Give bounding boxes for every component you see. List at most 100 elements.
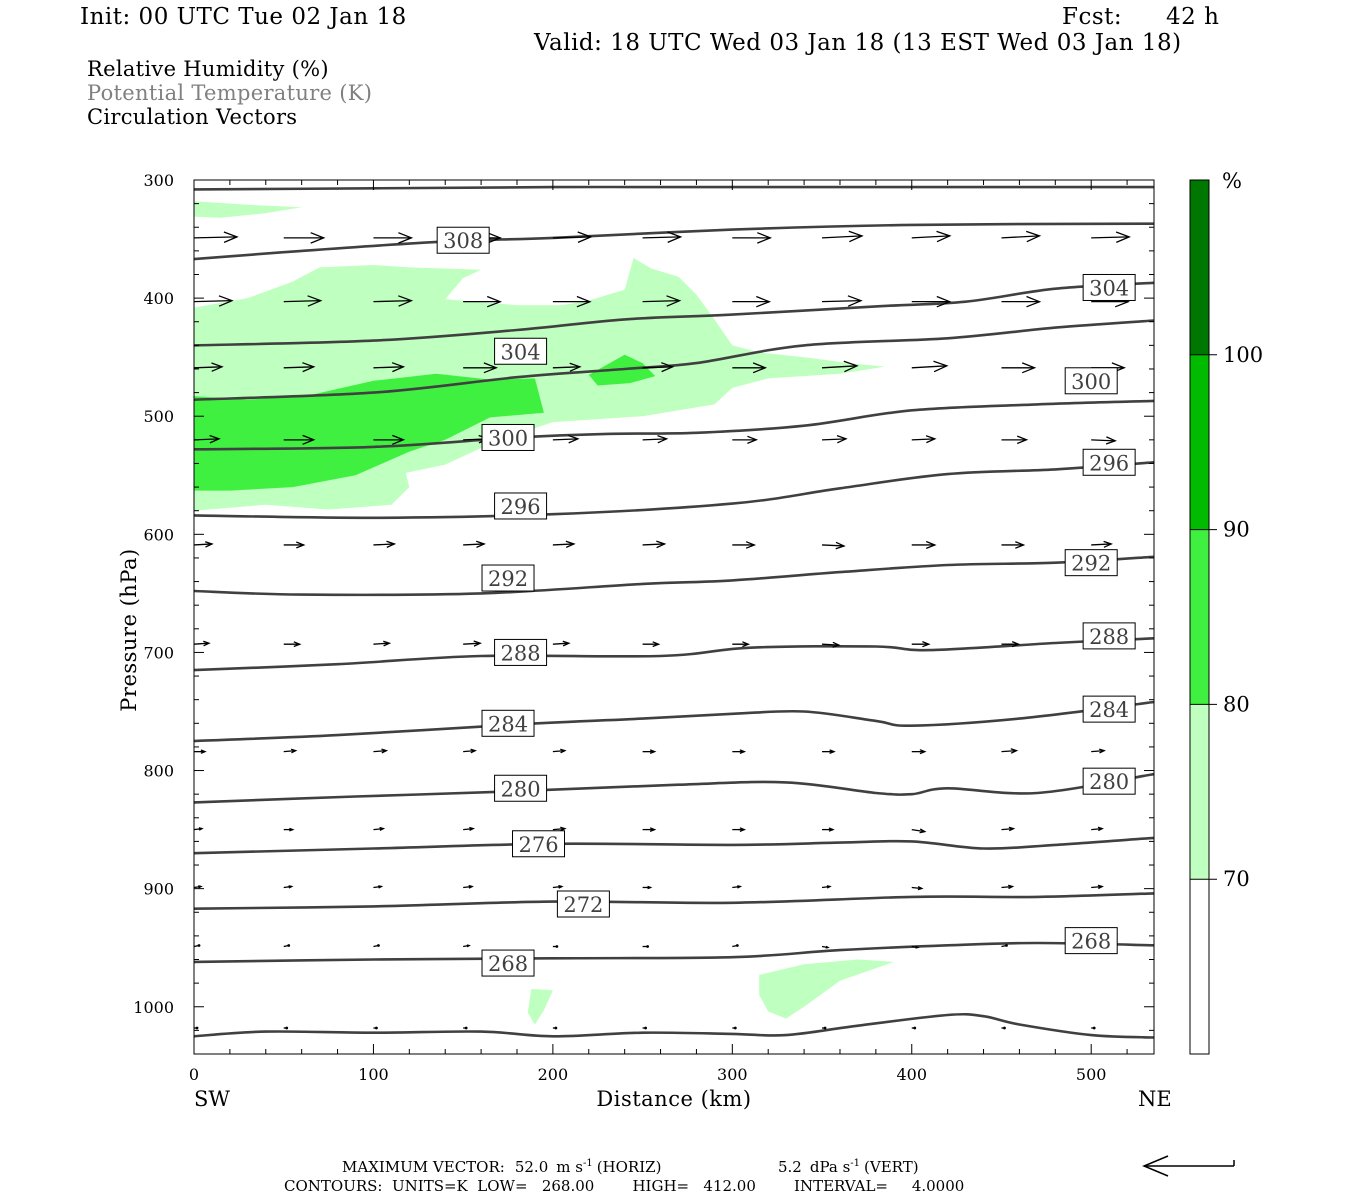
circulation-vector (373, 540, 397, 548)
svg-text:296: 296 (501, 495, 541, 519)
contour-label-288: 288 (494, 638, 548, 666)
circulation-vector (642, 434, 669, 444)
svg-text:300: 300 (1071, 370, 1111, 394)
contour-label-268: 268 (481, 949, 535, 977)
circulation-vector (463, 1026, 468, 1030)
isentrope-308 (193, 222, 1155, 261)
plot-frame (193, 179, 1155, 1055)
circulation-vector (552, 640, 571, 647)
y-tick-label: 300 (143, 171, 174, 190)
circulation-vector (1091, 826, 1104, 832)
isentrope-284 (193, 637, 1155, 672)
y-tick-label: 700 (143, 643, 174, 662)
contour-label-284: 284 (1082, 695, 1136, 723)
circulation-vector (821, 945, 830, 949)
svg-text:300: 300 (488, 426, 528, 450)
svg-text:292: 292 (1071, 552, 1111, 576)
circulation-vector (1091, 231, 1131, 243)
svg-text:272: 272 (563, 893, 603, 917)
circulation-vectors (193, 230, 1131, 1030)
contour-label-300: 300 (1064, 367, 1118, 395)
circulation-vector (463, 362, 498, 374)
forecast-label: Fcst: (1062, 4, 1123, 30)
circulation-vector (642, 945, 649, 948)
x-axis-title: Distance (km) (596, 1087, 751, 1111)
circulation-vector (1001, 541, 1026, 549)
circulation-vector (373, 748, 389, 754)
circulation-vector (1001, 826, 1016, 832)
circulation-vector (1091, 540, 1113, 548)
circulation-vector (552, 540, 576, 548)
circulation-vector (283, 362, 316, 373)
circulation-vector (463, 944, 471, 948)
circulation-vector (463, 748, 477, 754)
x-tick-label: 500 (1076, 1065, 1107, 1084)
isentrope-contours (193, 185, 1155, 1039)
rh-region-70-80-2 (527, 989, 553, 1025)
y-tick-label: 800 (143, 762, 174, 781)
circulation-vector (732, 827, 747, 833)
circulation-vector (911, 945, 920, 949)
circulation-vector (1001, 230, 1042, 243)
y-tick-label: 600 (143, 525, 174, 544)
endpoint-ne: NE (1138, 1087, 1172, 1111)
svg-text:292: 292 (488, 567, 528, 591)
circulation-vector (642, 641, 661, 648)
svg-text:284: 284 (488, 712, 528, 736)
rh-region-70-80-0 (194, 201, 302, 218)
circulation-vector (463, 540, 486, 548)
circulation-vector (373, 434, 406, 445)
circulation-vector (642, 827, 657, 833)
svg-text:284: 284 (1089, 698, 1129, 722)
contour-label-296: 296 (1082, 448, 1136, 476)
circulation-vector (1001, 748, 1019, 754)
svg-text:308: 308 (443, 229, 483, 253)
circulation-vector (1001, 295, 1042, 308)
svg-text:304: 304 (501, 340, 541, 364)
isentrope-312 (193, 185, 1154, 191)
circulation-vector (642, 362, 675, 373)
circulation-vector (552, 295, 592, 308)
x-tick-label: 0 (189, 1065, 199, 1084)
circulation-vector (283, 232, 326, 244)
circulation-vector (642, 295, 682, 307)
x-tick-label: 300 (717, 1065, 748, 1084)
circulation-vector (373, 885, 384, 889)
circulation-vector (373, 944, 380, 948)
circulation-vector (283, 541, 306, 549)
forecast-hour: 42 h (1166, 4, 1220, 30)
circulation-vector (642, 749, 657, 755)
x-tick-label: 400 (896, 1065, 927, 1084)
circulation-vector (1001, 884, 1015, 890)
svg-text:288: 288 (1089, 625, 1129, 649)
contour-label-268: 268 (1064, 927, 1118, 955)
x-tick-label: 200 (538, 1065, 569, 1084)
circulation-vector (283, 434, 316, 445)
circulation-vector (911, 435, 937, 444)
isentrope-300 (193, 319, 1155, 401)
svg-text:268: 268 (488, 952, 528, 976)
svg-text:280: 280 (1089, 770, 1129, 794)
circulation-vector (552, 748, 567, 754)
circulation-vector (911, 1026, 917, 1030)
isentrope-276 (193, 772, 1155, 804)
isentrope-264 (193, 941, 1155, 964)
circulation-vector (732, 1026, 737, 1030)
y-axis-title: Pressure (hPa) (117, 548, 141, 711)
svg-text:280: 280 (501, 777, 541, 801)
colorbar-frame (1189, 179, 1210, 1055)
valid-time: Valid: 18 UTC Wed 03 Jan 18 (13 EST Wed … (534, 30, 1182, 56)
contour-label-308: 308 (436, 226, 490, 254)
contour-label-272: 272 (556, 890, 610, 918)
circulation-vector (732, 435, 759, 445)
circulation-vector (732, 641, 751, 648)
colorbar-band (1190, 354, 1209, 530)
legend-vectors: Circulation Vectors (87, 105, 298, 129)
circulation-vector (194, 749, 207, 754)
circulation-vector (822, 541, 846, 550)
circulation-vector (552, 231, 593, 243)
contour-label-304: 304 (494, 337, 548, 365)
circulation-vector (193, 944, 201, 948)
reference-vector-arrow (1142, 1155, 1235, 1177)
max-vector-horiz: MAXIMUM VECTOR: 52.0 m s-1 (HORIZ) (342, 1158, 661, 1176)
